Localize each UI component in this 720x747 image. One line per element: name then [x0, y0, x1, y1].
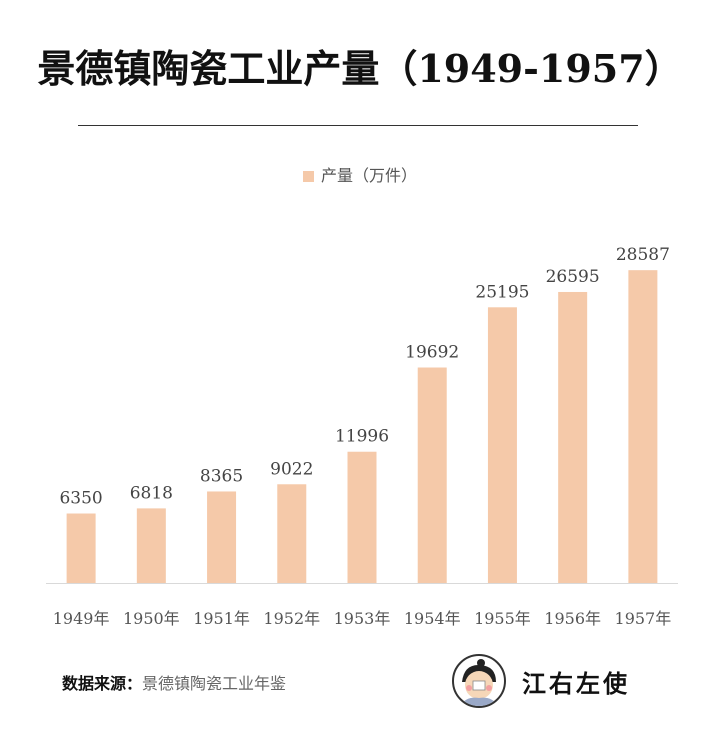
- avatar: [452, 654, 506, 708]
- data-label: 6818: [130, 483, 173, 503]
- bar: [417, 367, 447, 583]
- x-tick-label: 1956年: [544, 609, 601, 628]
- bar: [277, 484, 307, 583]
- bar: [66, 513, 96, 583]
- data-label: 6350: [59, 489, 102, 509]
- bar: [136, 508, 166, 583]
- bar: [347, 451, 377, 583]
- data-label: 8365: [200, 466, 243, 486]
- x-tick-label: 1952年: [263, 609, 320, 628]
- source-label: 数据来源：: [62, 674, 143, 693]
- x-tick-label: 1954年: [404, 609, 461, 628]
- source-value: 景德镇陶瓷工业年鉴: [142, 674, 287, 693]
- data-label: 19692: [405, 343, 459, 363]
- bar: [628, 270, 658, 583]
- data-label: 9022: [270, 459, 313, 479]
- x-tick-label: 1950年: [123, 609, 180, 628]
- brand-logo: 江右左使: [452, 654, 630, 708]
- bar: [207, 491, 237, 583]
- x-tick-label: 1953年: [334, 609, 391, 628]
- data-label: 11996: [335, 427, 389, 447]
- bar-chart: 6350 1949年 6818 1950年 8365 1951年 9022 1952年 1199…: [46, 245, 678, 628]
- legend: 产量（万件）: [0, 162, 720, 186]
- bar: [487, 307, 517, 583]
- data-label: 28587: [616, 245, 670, 265]
- x-tick-label: 1957年: [615, 609, 672, 628]
- data-label: 25195: [475, 282, 529, 302]
- x-tick-label: 1955年: [474, 609, 531, 628]
- brand-name: 江右左使: [522, 669, 630, 698]
- bar: [558, 291, 588, 583]
- legend-label: 产量（万件）: [320, 166, 417, 185]
- title-divider: [78, 125, 638, 126]
- legend-swatch: [302, 171, 314, 182]
- chart-title: 景德镇陶瓷工业产量（1949-1957）: [37, 46, 683, 91]
- x-tick-label: 1949年: [53, 609, 110, 628]
- data-source: 数据来源：景德镇陶瓷工业年鉴: [62, 670, 286, 694]
- data-label: 26595: [546, 267, 600, 287]
- x-tick-label: 1951年: [193, 609, 250, 628]
